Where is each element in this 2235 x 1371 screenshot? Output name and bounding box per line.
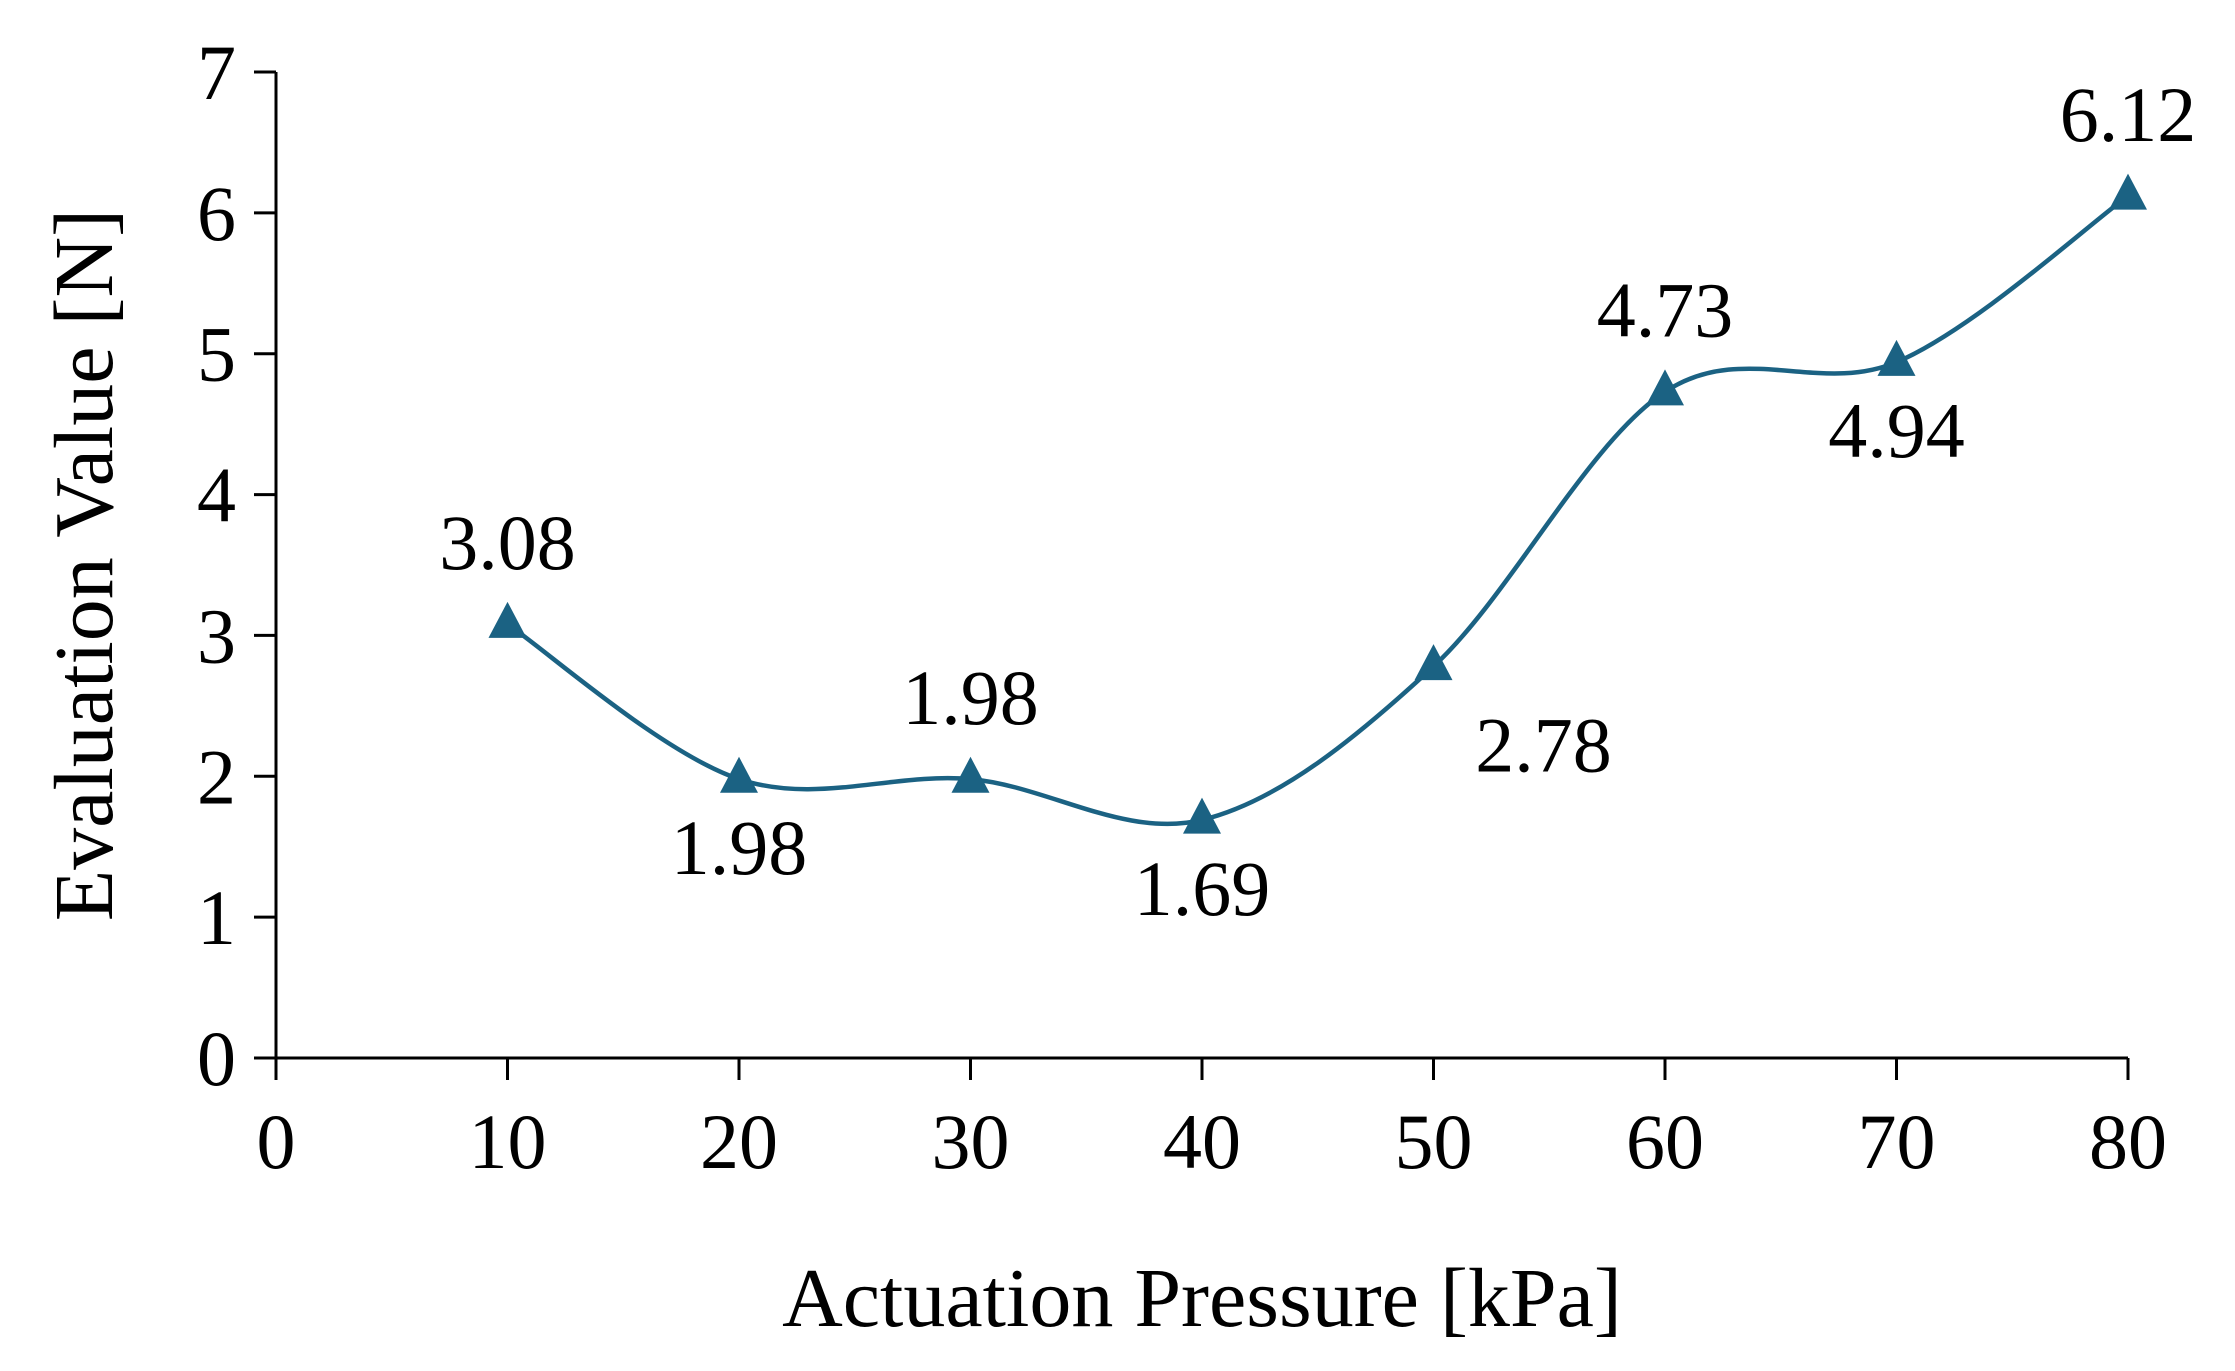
data-label: 4.94 — [1828, 387, 1965, 474]
x-tick-label: 40 — [1163, 1098, 1241, 1185]
x-tick-label: 10 — [469, 1098, 547, 1185]
y-tick-label: 2 — [197, 733, 236, 820]
data-label: 1.98 — [902, 654, 1039, 741]
y-tick-label: 1 — [197, 874, 236, 961]
data-label: 6.12 — [2060, 71, 2197, 158]
x-tick-label: 20 — [700, 1098, 778, 1185]
data-point-marker — [1646, 369, 1684, 406]
series-line — [506, 194, 2130, 827]
data-label: 3.08 — [439, 499, 576, 586]
x-axis-title: Actuation Pressure [kPa] — [782, 1252, 1622, 1345]
data-point-marker — [1414, 644, 1453, 681]
x-tick-label: 80 — [2089, 1098, 2167, 1185]
data-label: 1.69 — [1134, 845, 1271, 932]
y-tick-label: 5 — [197, 311, 236, 398]
x-tick-label: 0 — [257, 1098, 296, 1185]
data-label: 2.78 — [1475, 701, 1612, 788]
x-axis-ticks: 0 10 20 30 40 50 60 70 80 — [257, 1058, 2167, 1185]
y-tick-label: 6 — [197, 170, 236, 257]
data-markers — [488, 173, 2147, 834]
data-point-marker — [1877, 339, 1916, 376]
data-label: 4.73 — [1597, 267, 1734, 354]
data-label: 1.98 — [671, 804, 808, 891]
data-point-marker — [488, 601, 527, 638]
x-tick-label: 50 — [1395, 1098, 1473, 1185]
y-tick-label: 4 — [197, 452, 236, 539]
y-axis-ticks: 0 1 2 3 4 5 6 7 — [197, 29, 276, 1102]
data-point-marker — [2109, 173, 2147, 210]
data-point-marker — [720, 756, 758, 793]
data-point-marker — [951, 756, 990, 793]
x-tick-label: 60 — [1626, 1098, 1704, 1185]
y-tick-label: 0 — [197, 1015, 236, 1102]
x-tick-label: 30 — [932, 1098, 1010, 1185]
data-point-marker — [1183, 797, 1221, 834]
data-labels: 3.08 1.98 1.98 1.69 2.78 4.73 4.94 6.12 — [439, 71, 2196, 932]
x-tick-label: 70 — [1858, 1098, 1936, 1185]
y-tick-label: 7 — [197, 29, 236, 116]
y-tick-label: 3 — [197, 592, 236, 679]
y-axis-title: Evaluation Value [N] — [38, 209, 131, 921]
